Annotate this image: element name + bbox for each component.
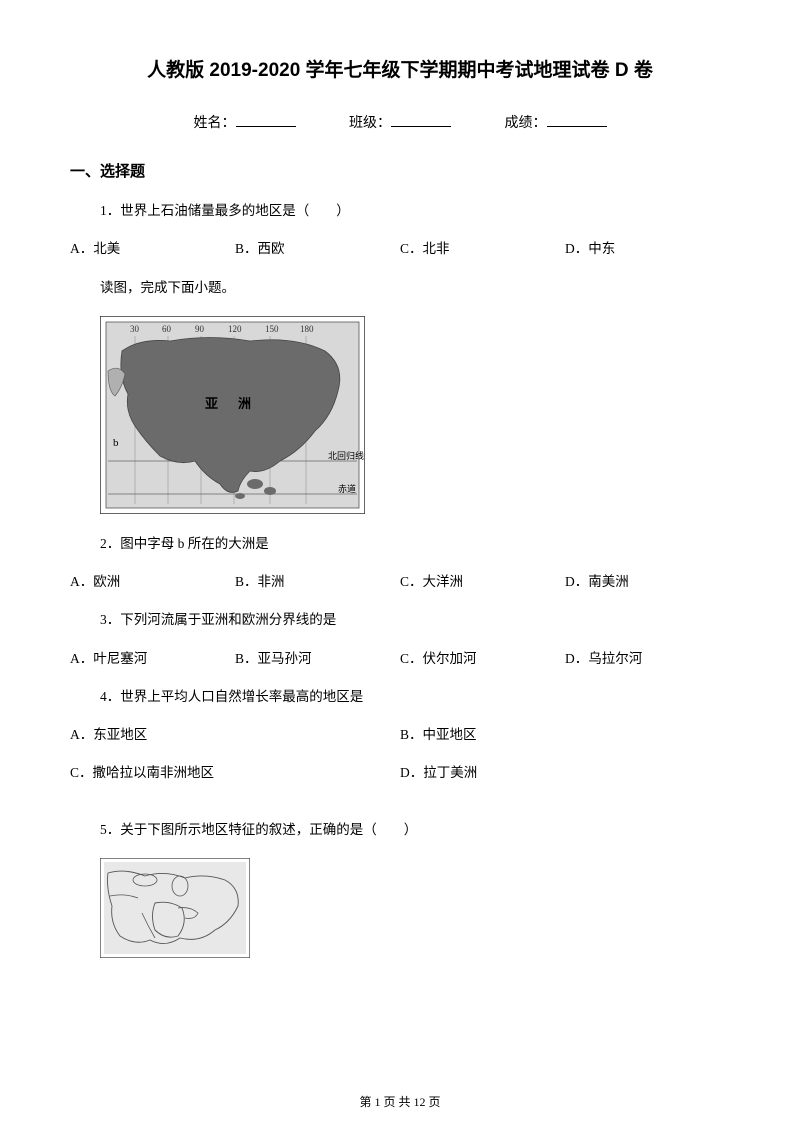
svg-text:亚: 亚 xyxy=(205,396,218,411)
q3-opt-c: C．伏尔加河 xyxy=(400,649,565,669)
q4-text: 4．世界上平均人口自然增长率最高的地区是 xyxy=(100,687,730,707)
q4-opt-b: B．中亚地区 xyxy=(400,725,730,745)
q3-text: 3．下列河流属于亚洲和欧洲分界线的是 xyxy=(100,610,730,630)
q1-opt-a: A．北美 xyxy=(70,239,235,259)
score-blank[interactable] xyxy=(547,113,607,127)
svg-text:120: 120 xyxy=(228,324,242,334)
q2-opt-d: D．南美洲 xyxy=(565,572,730,592)
q1-text: 1．世界上石油储量最多的地区是（ ） xyxy=(100,201,730,221)
q3-opt-b: B．亚马孙河 xyxy=(235,649,400,669)
q1-opt-b: B．西欧 xyxy=(235,239,400,259)
header-fields: 姓名： 班级： 成绩： xyxy=(70,112,730,132)
svg-text:150: 150 xyxy=(265,324,279,334)
page-title: 人教版 2019-2020 学年七年级下学期期中考试地理试卷 D 卷 xyxy=(70,55,730,82)
q2-opt-c: C．大洋洲 xyxy=(400,572,565,592)
svg-text:北回归线: 北回归线 xyxy=(328,450,364,461)
q3-opt-d: D．乌拉尔河 xyxy=(565,649,730,669)
q3-options: A．叶尼塞河 B．亚马孙河 C．伏尔加河 D．乌拉尔河 xyxy=(70,649,730,669)
section-title: 一、选择题 xyxy=(70,160,730,181)
q4-opt-d: D．拉丁美洲 xyxy=(400,763,730,783)
q2-opt-a: A．欧洲 xyxy=(70,572,235,592)
class-blank[interactable] xyxy=(391,113,451,127)
q1-opt-c: C．北非 xyxy=(400,239,565,259)
q4-opt-a: A．东亚地区 xyxy=(70,725,400,745)
svg-text:b: b xyxy=(113,437,119,449)
q2-text: 2．图中字母 b 所在的大洲是 xyxy=(100,534,730,554)
name-blank[interactable] xyxy=(236,113,296,127)
class-label: 班级： xyxy=(349,116,391,131)
svg-text:90: 90 xyxy=(195,324,205,334)
name-label: 姓名： xyxy=(194,116,236,131)
svg-text:60: 60 xyxy=(162,324,172,334)
q5-text: 5．关于下图所示地区特征的叙述，正确的是（ ） xyxy=(100,820,730,840)
q2-opt-b: B．非洲 xyxy=(235,572,400,592)
svg-text:赤道: 赤道 xyxy=(338,483,356,494)
score-label: 成绩： xyxy=(505,116,547,131)
q4-opt-c: C．撒哈拉以南非洲地区 xyxy=(70,763,400,783)
q3-opt-a: A．叶尼塞河 xyxy=(70,649,235,669)
q4-options: A．东亚地区 B．中亚地区 C．撒哈拉以南非洲地区 D．拉丁美洲 xyxy=(70,725,730,802)
q2-options: A．欧洲 B．非洲 C．大洋洲 D．南美洲 xyxy=(70,572,730,592)
map-middle-east xyxy=(100,858,730,958)
page-footer: 第 1 页 共 12 页 xyxy=(0,1093,800,1110)
map-asia: 30 60 90 120 150 180 亚 洲 b 北回归线 赤道 xyxy=(100,316,730,514)
q1-opt-d: D．中东 xyxy=(565,239,730,259)
svg-text:180: 180 xyxy=(300,324,314,334)
svg-text:30: 30 xyxy=(130,324,140,334)
reading-instruction: 读图，完成下面小题。 xyxy=(100,278,730,298)
svg-text:洲: 洲 xyxy=(238,396,251,411)
q1-options: A．北美 B．西欧 C．北非 D．中东 xyxy=(70,239,730,259)
